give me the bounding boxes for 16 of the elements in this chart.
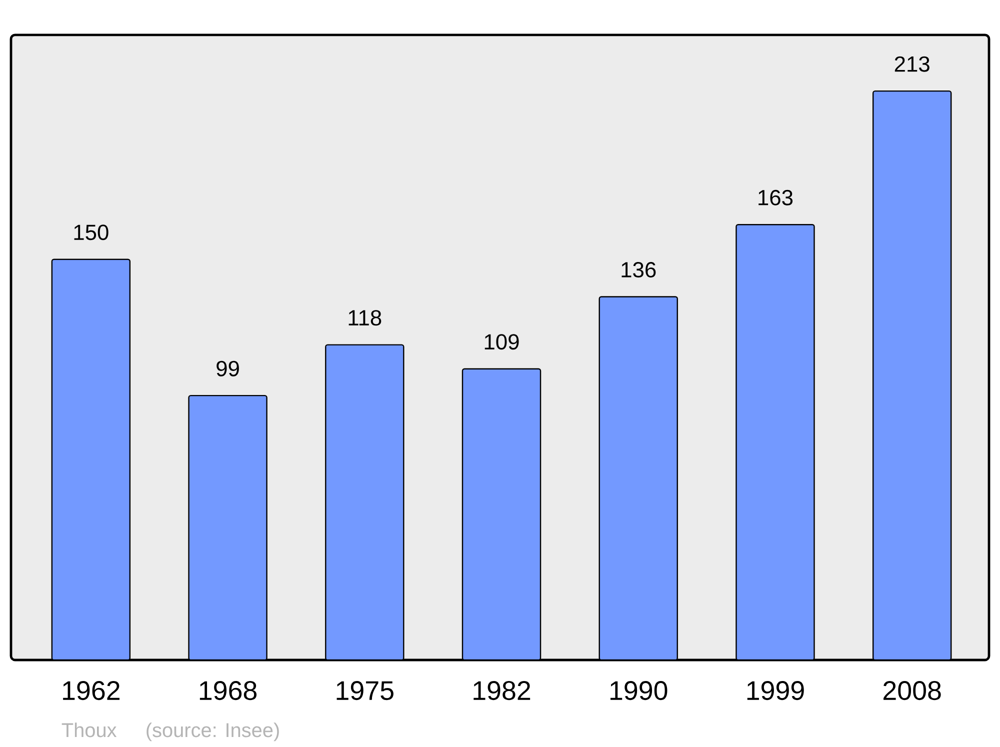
data-label: 213 [894,56,930,72]
x-tick-label: 1982 [474,681,530,700]
x-tick-label: 1962 [63,681,120,700]
x-tick-label: 1975 [336,681,394,700]
x-tick-label: 1990 [610,681,668,700]
data-label: 136 [622,262,656,278]
x-tick-label: 1968 [200,681,257,700]
x-tick-label: 1999 [747,681,804,700]
data-label: 99 [216,360,239,376]
data-label: 150 [74,224,108,240]
text: (source: Insee) [146,722,279,742]
data-label: 109 [484,334,519,350]
data-label: 163 [758,190,793,206]
x-tick-label: 2008 [884,681,941,700]
data-label: 118 [348,310,382,326]
text: Thoux [62,722,117,738]
